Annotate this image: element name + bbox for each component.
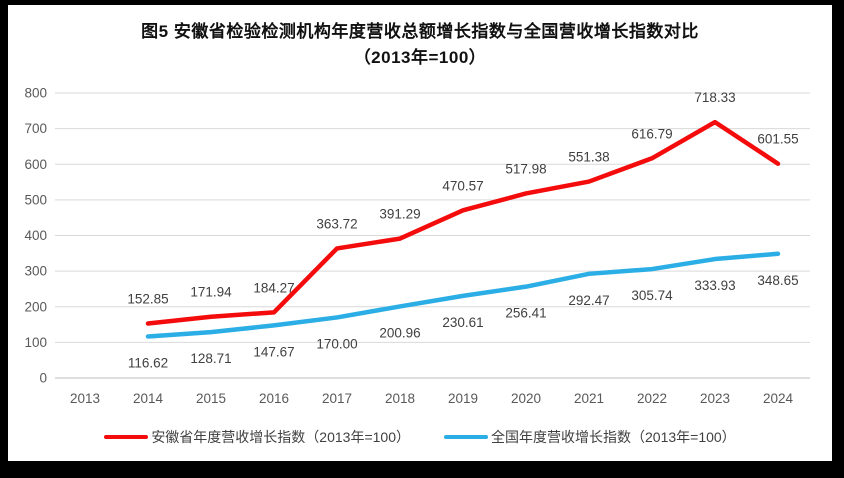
svg-text:2019: 2019 (448, 391, 478, 406)
svg-text:348.65: 348.65 (757, 273, 798, 288)
svg-text:2020: 2020 (511, 391, 541, 406)
svg-text:292.47: 292.47 (568, 293, 609, 308)
svg-text:100: 100 (24, 335, 47, 350)
svg-text:616.79: 616.79 (631, 126, 672, 141)
svg-text:718.33: 718.33 (694, 90, 735, 105)
svg-text:2014: 2014 (133, 391, 164, 406)
legend-label-national: 全国年度营收增长指数（2013年=100） (491, 429, 736, 445)
svg-text:2021: 2021 (574, 391, 604, 406)
svg-text:171.94: 171.94 (190, 285, 232, 300)
svg-text:305.74: 305.74 (631, 288, 673, 303)
legend-line-swatch-red (104, 435, 149, 439)
svg-text:300: 300 (24, 264, 47, 279)
svg-text:2013: 2013 (70, 391, 100, 406)
svg-text:400: 400 (24, 228, 47, 243)
legend-item-anhui: 安徽省年度营收增长指数（2013年=100） (104, 427, 410, 447)
svg-text:2016: 2016 (259, 391, 289, 406)
svg-text:116.62: 116.62 (128, 355, 168, 370)
svg-text:391.29: 391.29 (379, 207, 420, 222)
svg-text:500: 500 (24, 192, 47, 207)
svg-text:800: 800 (24, 86, 47, 101)
chart-title-line1: 图5 安徽省检验检测机构年度营收总额增长指数与全国营收增长指数对比 (141, 22, 699, 41)
svg-text:2023: 2023 (700, 391, 730, 406)
chart-title-line2: （2013年=100） (353, 47, 487, 67)
svg-text:2024: 2024 (763, 391, 794, 406)
chart-canvas: 图5 安徽省检验检测机构年度营收总额增长指数与全国营收增长指数对比 （2013年… (8, 5, 832, 461)
svg-text:152.85: 152.85 (127, 292, 168, 307)
svg-text:2022: 2022 (637, 391, 667, 406)
svg-text:147.67: 147.67 (253, 344, 294, 359)
svg-text:363.72: 363.72 (316, 216, 357, 231)
svg-text:128.71: 128.71 (190, 351, 231, 366)
legend: 安徽省年度营收增长指数（2013年=100） 全国年度营收增长指数（2013年=… (8, 427, 832, 447)
svg-text:230.61: 230.61 (442, 315, 483, 330)
svg-text:601.55: 601.55 (757, 132, 798, 147)
svg-text:470.57: 470.57 (442, 178, 483, 193)
svg-text:551.38: 551.38 (568, 150, 609, 165)
legend-label-anhui: 安徽省年度营收增长指数（2013年=100） (151, 429, 410, 445)
svg-text:600: 600 (24, 157, 47, 172)
svg-text:2018: 2018 (385, 391, 415, 406)
svg-text:2015: 2015 (196, 391, 226, 406)
svg-text:700: 700 (24, 121, 47, 136)
chart-title: 图5 安徽省检验检测机构年度营收总额增长指数与全国营收增长指数对比 （2013年… (8, 19, 832, 70)
svg-text:517.98: 517.98 (505, 161, 546, 176)
svg-text:0: 0 (39, 371, 47, 386)
svg-text:2017: 2017 (322, 391, 352, 406)
legend-item-national: 全国年度营收增长指数（2013年=100） (444, 427, 736, 447)
svg-text:333.93: 333.93 (694, 278, 735, 293)
svg-text:170.00: 170.00 (316, 336, 357, 351)
svg-text:200: 200 (24, 299, 47, 314)
svg-text:184.27: 184.27 (253, 280, 294, 295)
svg-text:200.96: 200.96 (379, 325, 420, 340)
legend-line-swatch-blue (444, 435, 488, 439)
svg-text:256.41: 256.41 (505, 306, 546, 321)
line-chart: 0 100 200 300 400 500 600 700 800 2013 2014 2015 201… (24, 86, 810, 406)
